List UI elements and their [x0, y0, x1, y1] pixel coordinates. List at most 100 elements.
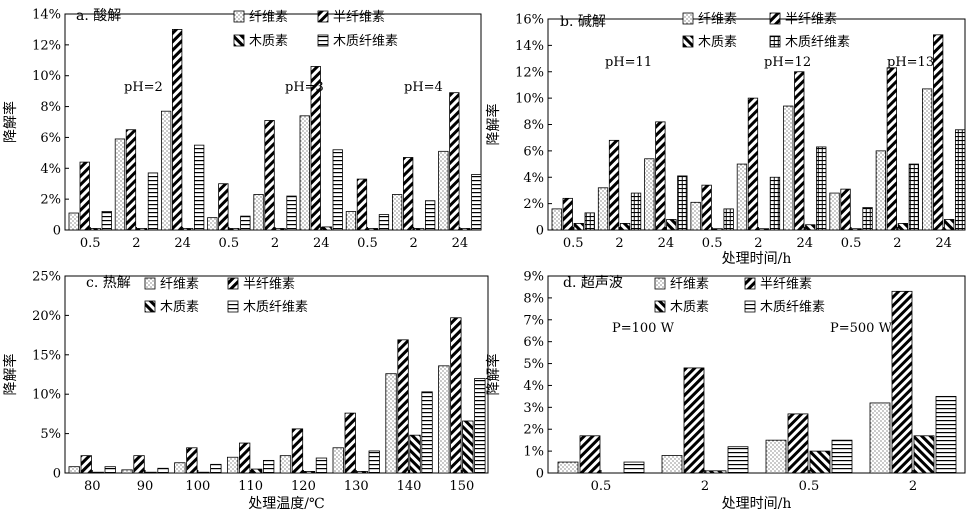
x-tick-label: 2 [701, 479, 709, 494]
bar [171, 29, 183, 231]
annotation: pH=2 [124, 80, 163, 95]
bar [207, 217, 218, 231]
bar [562, 197, 573, 231]
legend-swatch [233, 10, 245, 23]
bar [101, 211, 112, 231]
y-tick-label: 10% [32, 69, 61, 84]
bar [80, 455, 92, 474]
bar [210, 463, 222, 474]
legend-label: 木质纤维素 [333, 34, 398, 49]
panel-1: 0 2% 4% 6% 8% 10% 12% 14% 降解率 a. 酸解 0.5 2 24 0.5 2 24 0.… [2, 8, 482, 251]
legend-label: 纤维素 [698, 12, 737, 27]
x-tick-label: 24 [935, 236, 952, 251]
bar [723, 208, 734, 231]
bar [644, 158, 655, 231]
bar [356, 471, 368, 474]
y-tick-label: 10% [32, 388, 61, 403]
bar [424, 200, 436, 231]
bar [666, 219, 677, 231]
bar [831, 439, 853, 474]
bar [935, 395, 957, 474]
bar [90, 228, 101, 231]
legend-swatch [144, 300, 156, 313]
y-tick-label: 12% [32, 38, 61, 53]
bar [705, 470, 727, 474]
panel-title: a. 酸解 [76, 8, 121, 24]
x-tick-label: 0.5 [591, 479, 612, 494]
bar [218, 183, 229, 231]
bar [114, 138, 126, 231]
bar [299, 115, 310, 231]
plot-frame [547, 275, 966, 474]
legend-label: 半纤维素 [333, 10, 385, 25]
bar [157, 467, 169, 474]
bar [286, 195, 297, 231]
legend-swatch [654, 300, 666, 313]
bar [367, 228, 379, 231]
bar [121, 469, 133, 474]
bar [378, 214, 390, 231]
bar [147, 172, 159, 231]
bar [262, 459, 275, 474]
bar [356, 178, 368, 231]
legend-label: 纤维素 [249, 10, 288, 25]
y-tick-label: 6% [40, 131, 61, 146]
legend-label: 半纤维素 [785, 12, 837, 27]
bar [851, 228, 862, 231]
y-axis-label: 降解率 [485, 354, 502, 396]
bar [438, 365, 450, 474]
bar [79, 161, 90, 231]
bar [922, 88, 933, 231]
bar [125, 129, 137, 231]
y-tick-label: 1% [523, 445, 544, 460]
x-tick-label: 130 [344, 479, 369, 494]
y-tick-label: 2% [523, 197, 544, 212]
bar [787, 413, 809, 474]
bar [944, 219, 955, 231]
bar [955, 129, 966, 231]
y-tick-label: 10% [515, 92, 544, 107]
bar [310, 66, 321, 231]
bar [449, 92, 460, 231]
bar [174, 462, 186, 474]
bar [765, 439, 787, 474]
y-tick-label: 16% [515, 13, 544, 28]
bar [712, 228, 723, 231]
bar [573, 223, 584, 231]
panel-title: c. 热解 [86, 275, 131, 291]
y-tick-label: 2% [40, 193, 61, 208]
legend-swatch [769, 12, 781, 25]
bar [736, 163, 748, 231]
bar [462, 420, 474, 474]
bar [862, 207, 873, 231]
bar [368, 450, 380, 474]
bar [794, 71, 805, 231]
x-tick-label: 80 [84, 479, 101, 494]
x-tick-label: 2 [410, 236, 418, 251]
bar [240, 215, 251, 231]
legend-swatch [317, 10, 329, 23]
bar [886, 67, 897, 231]
bar [226, 456, 239, 474]
x-tick-label: 24 [796, 236, 813, 251]
bar [344, 412, 356, 474]
bar [402, 157, 414, 231]
bar [619, 223, 631, 231]
x-tick-label: 90 [137, 479, 154, 494]
plot-frame [64, 275, 489, 474]
bar [413, 228, 425, 231]
bar [584, 212, 595, 231]
bar [438, 150, 449, 231]
y-tick-label: 2% [523, 423, 544, 438]
legend-swatch [317, 34, 329, 47]
legend-label: 纤维素 [670, 277, 709, 292]
y-tick-label: 8% [523, 118, 544, 133]
bar [701, 184, 712, 231]
panel-title: b. 碱解 [560, 14, 606, 30]
x-tick-label: 150 [449, 479, 474, 494]
legend-swatch [682, 35, 694, 48]
y-tick-label: 25% [32, 270, 61, 285]
bar [891, 290, 913, 474]
